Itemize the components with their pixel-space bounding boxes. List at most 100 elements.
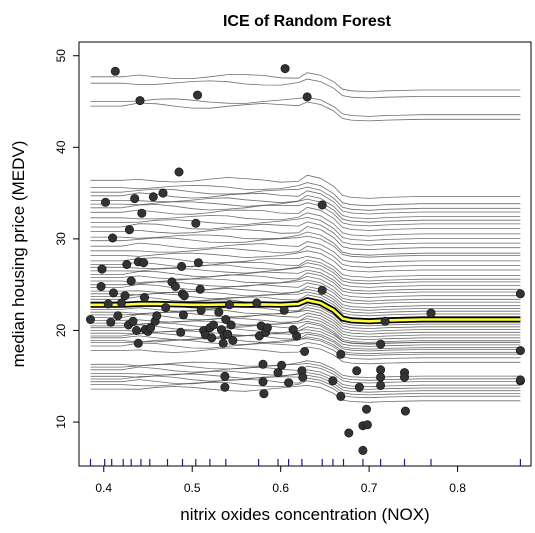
observation-point: [380, 316, 390, 326]
observation-point: [135, 96, 145, 106]
x-tick-label: 0.4: [95, 481, 112, 495]
observation-point: [277, 360, 287, 370]
observation-point: [158, 188, 168, 198]
observation-point: [344, 428, 354, 438]
observation-point: [148, 192, 158, 202]
observation-point: [161, 303, 171, 313]
ice-curve: [90, 245, 521, 268]
observation-point: [117, 298, 127, 308]
ice-curve: [90, 255, 521, 278]
ice-curve: [90, 374, 521, 393]
observation-point: [292, 331, 302, 341]
observation-point: [224, 300, 234, 310]
observation-point: [193, 90, 203, 100]
y-tick-label: 10: [54, 415, 68, 429]
observation-point: [209, 320, 219, 330]
observation-points: [86, 64, 525, 455]
ice-curve: [90, 275, 521, 298]
observation-point: [258, 359, 268, 369]
observation-point: [124, 225, 134, 235]
observation-point: [174, 167, 184, 177]
observation-point: [376, 380, 386, 390]
observation-point: [221, 314, 231, 324]
ice-curve: [90, 272, 521, 295]
observation-point: [279, 305, 289, 315]
observation-point: [336, 391, 346, 401]
ice-curve: [90, 286, 521, 309]
mean-curve-group: [90, 297, 521, 325]
observation-point: [358, 445, 368, 455]
ice-curve: [90, 320, 521, 343]
ice-curve: [90, 362, 521, 381]
observation-point: [108, 233, 118, 243]
observation-point: [110, 66, 120, 76]
observation-point: [96, 281, 106, 291]
observation-point: [170, 281, 180, 291]
x-axis: 0.4 0.5 0.6 0.7 0.8: [95, 466, 466, 495]
observation-point: [101, 197, 111, 207]
ice-curve: [90, 338, 521, 357]
observation-point: [195, 284, 205, 294]
observation-point: [399, 372, 409, 382]
mean-curve: [90, 298, 521, 323]
observation-point: [226, 320, 236, 330]
observation-point: [128, 316, 138, 326]
ice-curve: [90, 78, 521, 99]
x-tick-label: 0.8: [449, 481, 466, 495]
observation-point: [109, 288, 119, 298]
chart-title: ICE of Random Forest: [223, 13, 392, 30]
ice-curve: [90, 341, 521, 360]
observation-point: [214, 307, 224, 317]
observation-point: [354, 382, 364, 392]
observation-point: [259, 389, 269, 399]
observation-point: [361, 404, 371, 414]
observation-point: [146, 323, 156, 333]
ice-curve: [90, 322, 521, 345]
observation-point: [133, 338, 143, 348]
ice-curve: [90, 265, 521, 288]
observation-point: [86, 314, 96, 324]
y-tick-label: 40: [54, 140, 68, 154]
ice-curve: [90, 235, 521, 258]
observation-point: [191, 218, 201, 228]
ice-curve: [90, 309, 521, 332]
observation-point: [122, 259, 132, 269]
ice-curve: [90, 365, 521, 384]
ice-curve: [90, 259, 521, 282]
observation-point: [515, 375, 525, 385]
observation-point: [376, 372, 386, 382]
ice-curve: [90, 372, 521, 390]
observation-point: [328, 376, 338, 386]
observation-point: [515, 346, 525, 356]
plot-frame: [78, 41, 532, 467]
ice-curve: [90, 318, 521, 341]
ice-curve: [90, 202, 521, 227]
ice-curve: [90, 346, 521, 365]
y-axis-label: median housing price (MEDV): [9, 141, 28, 368]
observation-point: [97, 264, 107, 274]
observation-point: [220, 371, 230, 381]
x-axis-label: nitrix oxides concentration (NOX): [180, 505, 429, 524]
ice-curve: [90, 384, 521, 403]
observation-point: [193, 258, 203, 268]
observation-point: [228, 335, 238, 345]
ice-curve: [90, 194, 521, 220]
observation-point: [132, 325, 142, 335]
observation-point: [103, 299, 113, 309]
observation-point: [273, 368, 283, 378]
observation-point: [207, 333, 217, 343]
ice-curve: [90, 269, 521, 292]
ice-curve: [90, 226, 521, 251]
ice-curve: [90, 336, 521, 355]
observation-point: [262, 323, 272, 333]
ice-curve: [90, 216, 521, 241]
observation-point: [218, 338, 228, 348]
ice-curve: [90, 315, 521, 338]
ice-curve: [90, 241, 521, 264]
observation-point: [223, 329, 233, 339]
observation-point: [284, 378, 294, 388]
ice-curve: [90, 262, 521, 285]
observation-point: [302, 92, 312, 102]
y-tick-label: 20: [54, 323, 68, 337]
y-axis: 10 20 30 40 50: [54, 49, 79, 429]
